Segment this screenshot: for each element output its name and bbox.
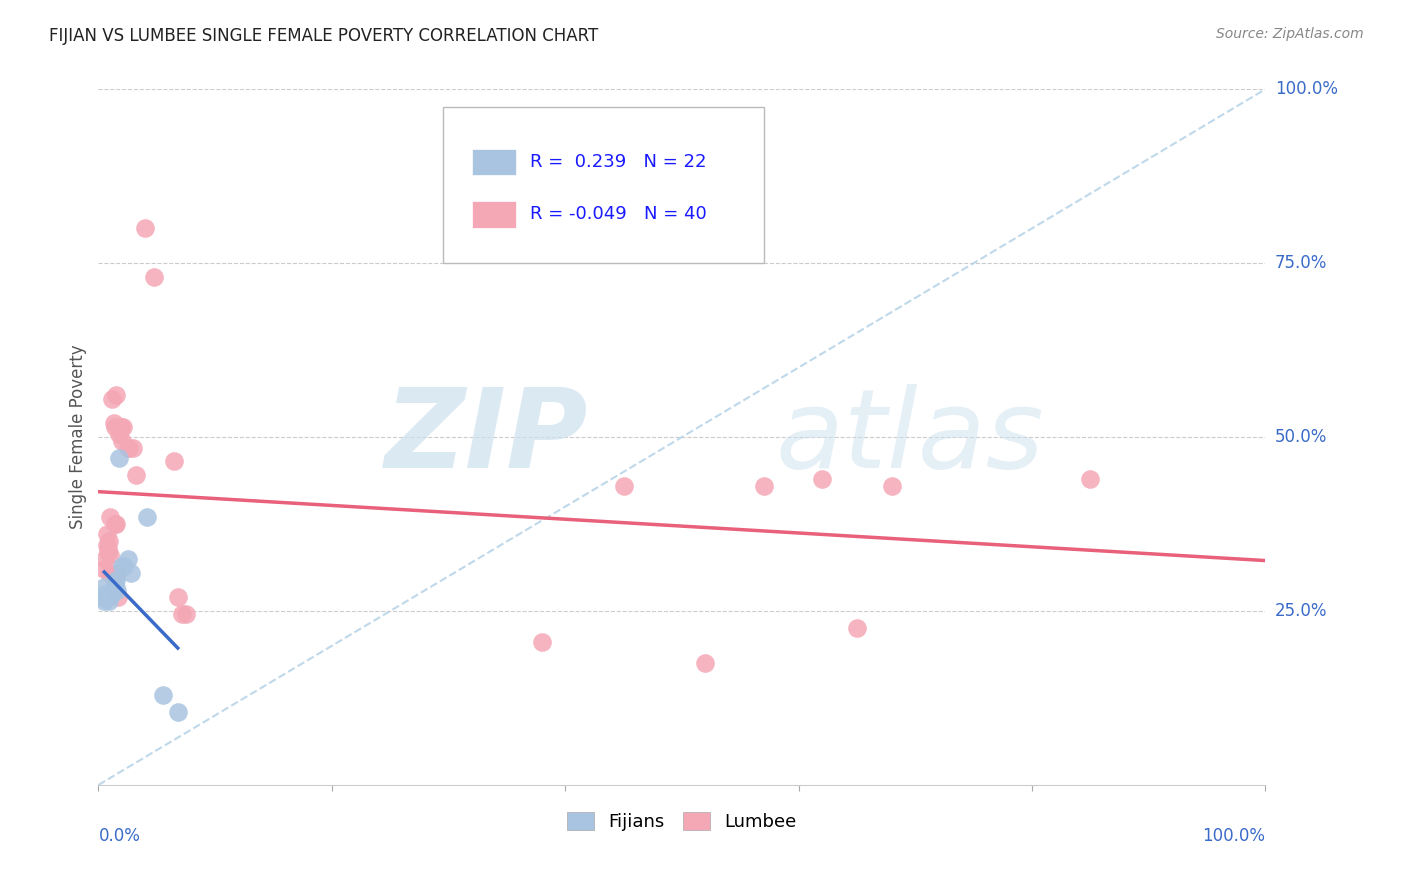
Point xyxy=(108,426,131,441)
Text: ZIP: ZIP xyxy=(385,384,589,491)
Point xyxy=(122,441,145,455)
Point xyxy=(97,590,120,604)
FancyBboxPatch shape xyxy=(443,106,763,263)
Point xyxy=(101,587,124,601)
Text: R =  0.239   N = 22: R = 0.239 N = 22 xyxy=(530,153,707,171)
Point xyxy=(136,510,159,524)
Point xyxy=(1080,472,1102,486)
Point xyxy=(143,270,166,285)
Point xyxy=(880,479,903,493)
Point xyxy=(98,549,121,563)
Point xyxy=(93,591,115,606)
Text: Source: ZipAtlas.com: Source: ZipAtlas.com xyxy=(1216,27,1364,41)
Point xyxy=(846,621,869,635)
Point xyxy=(117,551,139,566)
Point xyxy=(97,545,120,559)
Point xyxy=(530,635,553,649)
Point xyxy=(108,450,131,465)
Point xyxy=(163,454,186,468)
Point xyxy=(172,607,194,622)
Y-axis label: Single Female Poverty: Single Female Poverty xyxy=(69,345,87,529)
Point xyxy=(111,434,134,448)
Point xyxy=(613,479,636,493)
Point xyxy=(97,541,120,556)
Point xyxy=(104,419,127,434)
Point xyxy=(103,416,125,430)
Point xyxy=(97,534,120,549)
Point xyxy=(105,566,128,580)
Point xyxy=(98,510,121,524)
Point xyxy=(125,468,148,483)
Point xyxy=(152,688,174,702)
Text: FIJIAN VS LUMBEE SINGLE FEMALE POVERTY CORRELATION CHART: FIJIAN VS LUMBEE SINGLE FEMALE POVERTY C… xyxy=(49,27,599,45)
Legend: Fijians, Lumbee: Fijians, Lumbee xyxy=(560,805,804,838)
Point xyxy=(93,590,115,604)
Point xyxy=(96,527,118,541)
Point xyxy=(118,441,141,455)
Point xyxy=(101,392,124,406)
Point xyxy=(111,558,134,573)
Point xyxy=(97,566,120,580)
Point xyxy=(97,593,120,607)
Point xyxy=(695,657,717,671)
Point xyxy=(752,479,775,493)
Point xyxy=(105,583,128,598)
Point xyxy=(104,576,127,591)
Point xyxy=(111,419,134,434)
Text: 50.0%: 50.0% xyxy=(1275,428,1327,446)
Point xyxy=(93,580,115,594)
Point xyxy=(120,566,142,580)
Text: 75.0%: 75.0% xyxy=(1275,254,1327,272)
Point xyxy=(107,590,129,604)
Point xyxy=(94,551,117,566)
Point xyxy=(811,472,834,486)
Point xyxy=(103,580,125,594)
Point xyxy=(166,590,188,604)
Point xyxy=(112,558,135,573)
Point xyxy=(93,562,115,576)
Point xyxy=(134,221,156,235)
Point xyxy=(93,593,115,607)
Point xyxy=(104,516,127,531)
Text: atlas: atlas xyxy=(775,384,1043,491)
Text: 0.0%: 0.0% xyxy=(98,827,141,845)
Text: 100.0%: 100.0% xyxy=(1275,80,1337,98)
Point xyxy=(96,590,118,604)
Point xyxy=(98,587,121,601)
Text: 100.0%: 100.0% xyxy=(1202,827,1265,845)
Point xyxy=(104,573,127,587)
Point xyxy=(93,587,115,601)
Bar xyxy=(472,202,516,227)
Point xyxy=(174,607,197,622)
Point xyxy=(110,419,132,434)
Point xyxy=(117,441,139,455)
Point xyxy=(166,705,188,719)
Text: R = -0.049   N = 40: R = -0.049 N = 40 xyxy=(530,205,707,223)
Point xyxy=(96,538,118,552)
Text: 25.0%: 25.0% xyxy=(1275,602,1327,620)
Bar xyxy=(472,149,516,176)
Point xyxy=(104,388,127,402)
Point xyxy=(104,516,127,531)
